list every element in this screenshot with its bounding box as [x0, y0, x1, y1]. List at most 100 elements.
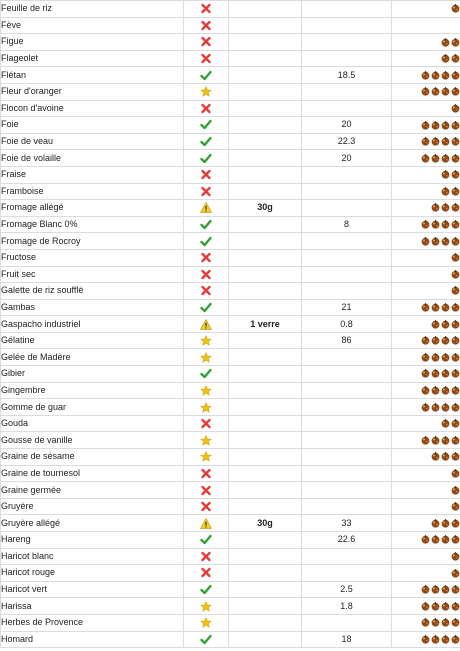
star-icon	[200, 401, 212, 413]
warning-icon	[200, 318, 212, 330]
value-cell	[301, 248, 392, 267]
rating-icon	[450, 119, 460, 130]
value-cell	[301, 49, 392, 68]
portion-cell	[228, 630, 302, 649]
portion-cell	[228, 132, 302, 151]
rating-icon	[450, 435, 460, 445]
value-cell	[301, 464, 392, 483]
rating-cell	[391, 99, 460, 118]
value-cell	[301, 82, 392, 101]
status-cell	[183, 16, 229, 35]
table-row: Herbes de Provence	[0, 613, 460, 632]
rating-icon	[420, 617, 430, 627]
status-cell	[183, 99, 229, 118]
value-cell: 18.5	[301, 66, 392, 84]
value-cell	[301, 448, 392, 466]
value-cell	[301, 199, 392, 217]
portion-cell: 30g	[228, 199, 302, 217]
table-row: Gibier	[0, 365, 460, 383]
rating-icon	[450, 219, 460, 229]
status-cell	[183, 531, 229, 549]
rating-icon	[450, 153, 460, 163]
rating-icon	[430, 302, 440, 312]
rating-cell	[391, 182, 460, 201]
table-row: Framboise	[0, 182, 460, 201]
status-cell	[183, 331, 229, 350]
rating-icon	[450, 551, 460, 561]
value-cell	[301, 348, 392, 367]
rating-icon	[440, 202, 450, 213]
portion-cell	[228, 597, 302, 615]
status-cell	[183, 514, 229, 532]
food-name-cell: Homard	[0, 630, 184, 649]
rating-icon	[420, 634, 430, 644]
status-cell	[183, 232, 229, 250]
value-cell	[301, 547, 392, 566]
portion-cell	[228, 547, 302, 566]
rating-cell	[391, 315, 460, 333]
rating-icon	[420, 435, 430, 445]
rating-icon	[440, 86, 450, 96]
rating-icon	[430, 153, 440, 163]
rating-icon	[440, 584, 450, 594]
rating-cell	[391, 282, 460, 300]
rating-icon	[450, 169, 460, 179]
rating-cell	[391, 381, 460, 400]
status-cell	[183, 564, 229, 582]
value-cell	[301, 33, 392, 51]
rating-icon	[420, 401, 430, 412]
table-row: Haricot rouge	[0, 564, 460, 582]
rating-cell	[391, 215, 460, 234]
cross-icon	[200, 269, 212, 279]
cross-icon	[200, 20, 212, 31]
status-cell	[183, 82, 229, 101]
status-cell	[183, 49, 229, 68]
rating-icon	[450, 634, 460, 644]
rating-icon	[440, 36, 450, 47]
portion-cell	[228, 66, 302, 84]
food-name-cell: Gruyère allégé	[0, 514, 184, 532]
table-row: Gruyère allégé 30g 33	[0, 514, 460, 532]
food-name-cell: Gingembre	[0, 381, 184, 400]
rating-cell	[391, 431, 460, 450]
rating-icon	[440, 401, 450, 412]
food-name-cell: Fromage allégé	[0, 199, 184, 217]
table-row: Gingembre	[0, 381, 460, 400]
rating-cell	[391, 199, 460, 217]
table-row: Gouda	[0, 414, 460, 433]
rating-cell	[391, 398, 460, 416]
cross-icon	[200, 567, 212, 578]
cross-icon	[200, 169, 212, 180]
star-icon	[200, 86, 212, 98]
status-cell	[183, 248, 229, 267]
rating-icon	[440, 352, 450, 362]
check-icon	[200, 70, 212, 80]
rating-icon	[440, 219, 450, 229]
cross-icon	[200, 252, 212, 263]
portion-cell	[228, 82, 302, 101]
rating-icon	[440, 70, 450, 80]
status-cell	[183, 398, 229, 416]
food-name-cell: Gambas	[0, 298, 184, 317]
portion-cell	[228, 248, 302, 267]
rating-cell	[391, 613, 460, 632]
table-row: Foie de volaille 20	[0, 149, 460, 167]
rating-cell	[391, 116, 460, 134]
rating-icon	[420, 352, 430, 362]
cross-icon	[200, 468, 212, 479]
rating-icon	[440, 186, 450, 196]
value-cell	[301, 398, 392, 416]
rating-cell	[391, 365, 460, 383]
table-row: Feuille de riz	[0, 0, 460, 18]
portion-cell	[228, 564, 302, 582]
rating-cell	[391, 16, 460, 35]
rating-icon	[450, 302, 460, 312]
rating-cell	[391, 464, 460, 483]
food-name-cell: Foie de volaille	[0, 149, 184, 167]
rating-icon	[430, 601, 440, 611]
rating-icon	[450, 518, 460, 528]
rating-icon	[450, 285, 460, 296]
rating-icon	[420, 136, 430, 146]
rating-icon	[450, 252, 460, 262]
table-row: Fromage de Rocroy	[0, 232, 460, 250]
